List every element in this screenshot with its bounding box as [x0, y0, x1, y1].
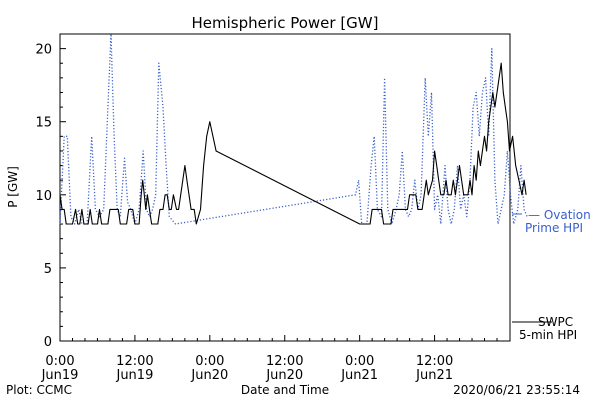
plot-frame	[59, 33, 511, 342]
chart-title: Hemispheric Power [GW]	[192, 14, 379, 32]
x-tick-time: 0:00	[345, 354, 374, 369]
x-tick-date: Jun19	[115, 368, 153, 383]
y-tick-label: 15	[35, 116, 52, 131]
x-tick-time: 0:00	[195, 354, 224, 369]
y-tick-label: 0	[44, 335, 52, 350]
legend-swpc: SWPC 5-min HPI	[512, 315, 577, 342]
x-tick-date: Jun19	[41, 368, 79, 383]
footer-credit: Plot: CCMC	[6, 383, 72, 397]
x-axis-ticks: 0:00Jun1912:00Jun190:00Jun2012:00Jun200:…	[41, 335, 498, 383]
y-axis-label: P [GW]	[6, 166, 20, 208]
series-ovation-line	[59, 33, 528, 225]
x-tick-date: Jun21	[415, 368, 453, 383]
x-tick-date: Jun20	[190, 368, 228, 383]
x-tick-time: 12:00	[266, 354, 303, 369]
x-tick-time: 12:00	[416, 354, 453, 369]
legend-ovation: — Ovation Prime HPI	[512, 208, 591, 235]
footer-timestamp: 2020/06/21 23:55:14	[453, 383, 580, 397]
x-tick-date: Jun20	[265, 368, 303, 383]
y-tick-label: 5	[44, 262, 52, 277]
x-tick-time: 12:00	[116, 354, 153, 369]
legend-swpc-line1: SWPC	[538, 315, 573, 329]
x-axis-label: Date and Time	[241, 383, 329, 397]
y-tick-label: 10	[35, 189, 52, 204]
x-tick-date: Jun21	[340, 368, 378, 383]
x-tick-time: 0:00	[45, 354, 74, 369]
y-tick-label: 20	[35, 43, 52, 58]
legend-ovation-line1: — Ovation	[528, 208, 591, 222]
y-axis-ticks: 0 5 10 15 20	[35, 43, 66, 350]
legend-ovation-line2: Prime HPI	[525, 221, 583, 235]
legend-swpc-line2: 5-min HPI	[519, 328, 577, 342]
series-swpc-line	[59, 62, 527, 225]
series-layer	[59, 33, 528, 225]
